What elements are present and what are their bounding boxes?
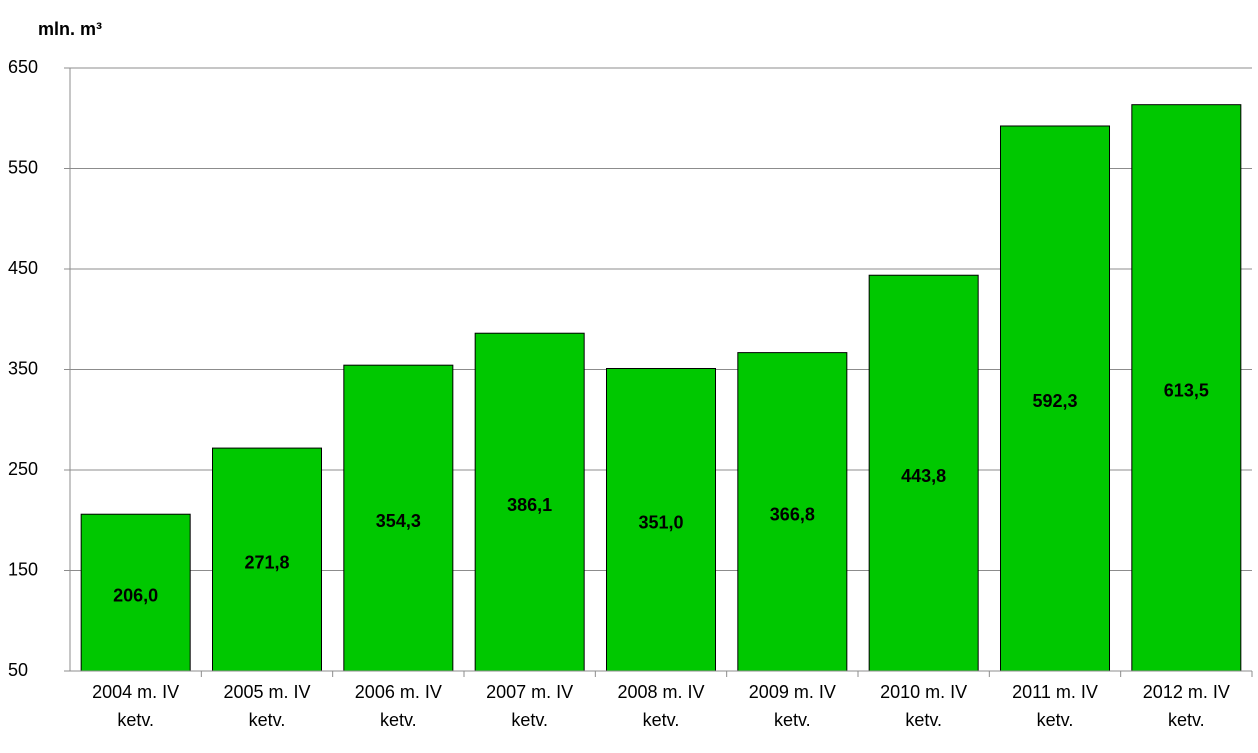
x-tick-line: 2010 m. IV: [880, 682, 967, 702]
x-tick-line: ketv.: [1037, 710, 1074, 730]
x-tick-label: 2009 m. IV ketv.: [749, 682, 836, 730]
y-tick-label: 150: [8, 559, 38, 579]
value-label: 592,3: [1032, 391, 1077, 411]
bar: [80, 513, 191, 672]
chart-title: mln. m³: [38, 19, 102, 39]
x-tick-line: ketv.: [249, 710, 286, 730]
x-tick-line: ketv.: [905, 710, 942, 730]
x-tick-line: 2004 m. IV: [92, 682, 179, 702]
x-tick-line: ketv.: [117, 710, 154, 730]
y-tick-label: 250: [8, 459, 38, 479]
y-tick-label: 350: [8, 358, 38, 378]
y-tick-label: 50: [8, 660, 28, 680]
x-tick-line: 2008 m. IV: [617, 682, 704, 702]
value-label: 351,0: [638, 512, 683, 532]
value-label: 271,8: [244, 552, 289, 572]
x-tick-line: ketv.: [643, 710, 680, 730]
x-tick-label: 2012 m. IV ketv.: [1143, 682, 1230, 730]
y-tick-label: 550: [8, 157, 38, 177]
x-tick-label: 2007 m. IV ketv.: [486, 682, 573, 730]
bar: [999, 125, 1111, 672]
bar: [211, 447, 323, 672]
x-tick-line: 2009 m. IV: [749, 682, 836, 702]
x-tick-label: 2006 m. IV ketv.: [355, 682, 442, 730]
x-tick-line: ketv.: [1168, 710, 1205, 730]
bar: [605, 367, 717, 672]
x-tick-line: ketv.: [774, 710, 811, 730]
value-label: 366,8: [770, 505, 815, 525]
bar: [868, 274, 979, 672]
value-label: 386,1: [507, 495, 552, 515]
value-label: 206,0: [113, 585, 158, 605]
value-label: 443,8: [901, 466, 946, 486]
bar: [343, 364, 454, 672]
x-tick-line: 2007 m. IV: [486, 682, 573, 702]
y-tick-label: 650: [8, 57, 38, 77]
value-label: 613,5: [1164, 381, 1209, 401]
x-tick-line: 2012 m. IV: [1143, 682, 1230, 702]
y-tick-label: 450: [8, 258, 38, 278]
x-tick-label: 2005 m. IV ketv.: [223, 682, 310, 730]
x-tick-label: 2010 m. IV ketv.: [880, 682, 967, 730]
x-tick-line: 2005 m. IV: [223, 682, 310, 702]
value-label: 354,3: [376, 511, 421, 531]
x-tick-line: ketv.: [511, 710, 548, 730]
x-tick-label: 2008 m. IV ketv.: [617, 682, 704, 730]
x-tick-line: ketv.: [380, 710, 417, 730]
x-tick-label: 2004 m. IV ketv.: [92, 682, 179, 730]
bar: [474, 332, 585, 672]
x-tick-label: 2011 m. IV ketv.: [1012, 682, 1098, 730]
bar: [1131, 104, 1242, 672]
x-tick-line: 2006 m. IV: [355, 682, 442, 702]
x-tick-line: 2011 m. IV: [1012, 682, 1098, 702]
